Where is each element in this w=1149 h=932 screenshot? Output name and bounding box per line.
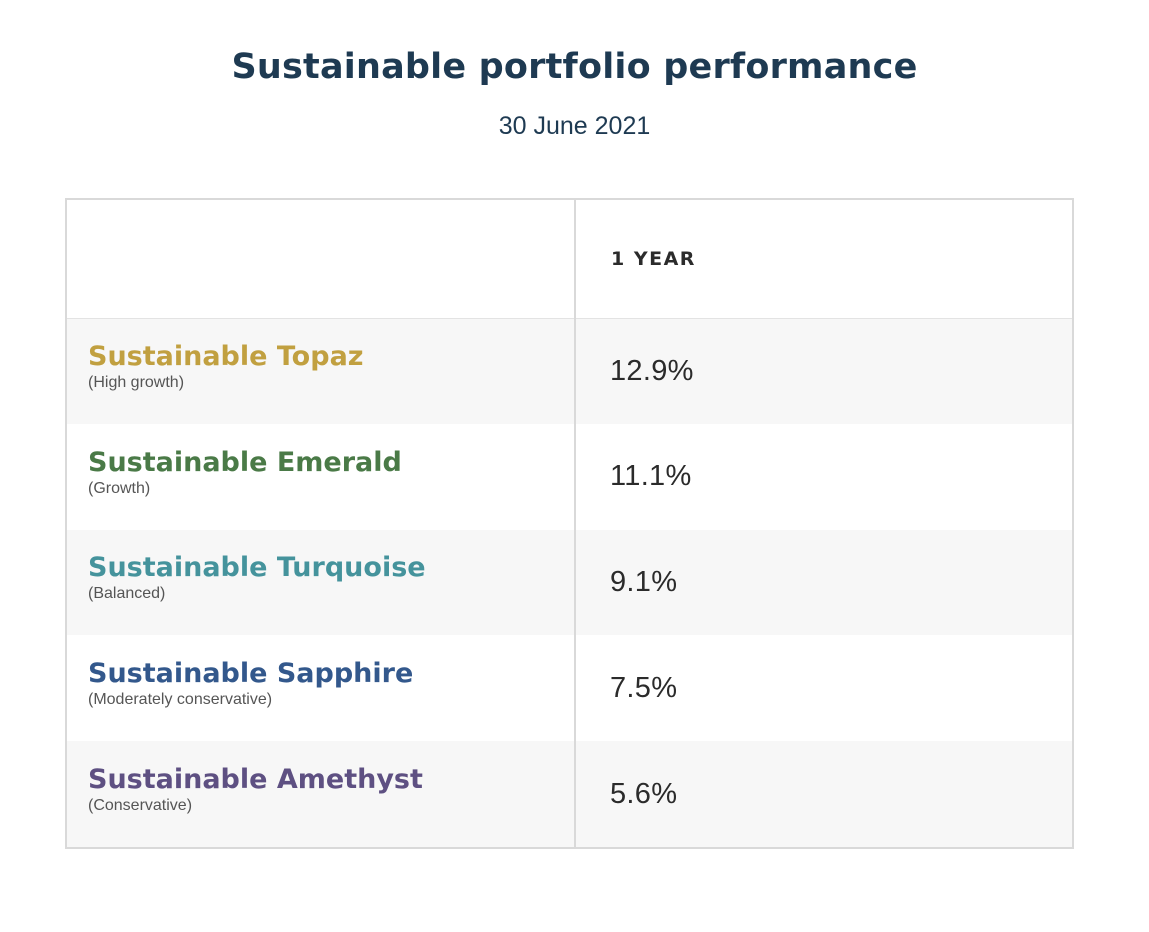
table-row: Sustainable Turquoise (Balanced) 9.1% (67, 529, 1072, 636)
chart-subtitle: 30 June 2021 (498, 112, 651, 140)
return-value-topaz: 12.9% (610, 354, 694, 387)
portfolio-cell: Sustainable Topaz (High growth) (67, 318, 576, 424)
value-cell: 5.6% (575, 741, 1072, 847)
value-cell: 9.1% (575, 529, 1072, 636)
portfolio-cell: Sustainable Sapphire (Moderately conserv… (67, 635, 576, 742)
table-header-row: 1 YEAR (67, 200, 1072, 319)
portfolio-name-sapphire: Sustainable Sapphire (88, 658, 414, 690)
portfolio-risk-turquoise: (Balanced) (88, 585, 166, 603)
return-value-amethyst: 5.6% (610, 777, 678, 810)
value-cell: 7.5% (575, 635, 1072, 741)
portfolio-risk-amethyst: (Conservative) (88, 797, 193, 815)
portfolio-name-emerald: Sustainable Emerald (88, 446, 402, 478)
portfolio-cell: Sustainable Turquoise (Balanced) (67, 529, 576, 636)
header-cell-portfolio (67, 200, 576, 319)
header-label-1-year: 1 YEAR (611, 247, 696, 270)
header-cell-1-year: 1 YEAR (575, 200, 1072, 319)
portfolio-risk-emerald: (Growth) (88, 479, 151, 497)
return-value-sapphire: 7.5% (610, 671, 678, 704)
return-value-emerald: 11.1% (610, 460, 692, 493)
performance-table: 1 YEAR Sustainable Topaz (High growth) 1… (65, 198, 1074, 849)
value-cell: 11.1% (575, 424, 1072, 530)
portfolio-risk-topaz: (High growth) (88, 374, 185, 392)
portfolio-name-amethyst: Sustainable Amethyst (88, 764, 423, 796)
table-row: Sustainable Topaz (High growth) 12.9% (67, 318, 1072, 424)
portfolio-cell: Sustainable Emerald (Growth) (67, 423, 576, 530)
table-row: Sustainable Emerald (Growth) 11.1% (67, 423, 1072, 530)
portfolio-cell: Sustainable Amethyst (Conservative) (67, 741, 576, 847)
table-row: Sustainable Sapphire (Moderately conserv… (67, 635, 1072, 742)
portfolio-risk-sapphire: (Moderately conservative) (88, 691, 273, 709)
portfolio-name-topaz: Sustainable Topaz (88, 341, 364, 373)
performance-table-grid: 1 YEAR Sustainable Topaz (High growth) 1… (67, 200, 1072, 847)
return-value-turquoise: 9.1% (610, 565, 678, 598)
value-cell: 12.9% (575, 318, 1072, 424)
chart-title: Sustainable portfolio performance (231, 47, 918, 87)
portfolio-name-turquoise: Sustainable Turquoise (88, 552, 426, 584)
table-row: Sustainable Amethyst (Conservative) 5.6% (67, 741, 1072, 847)
